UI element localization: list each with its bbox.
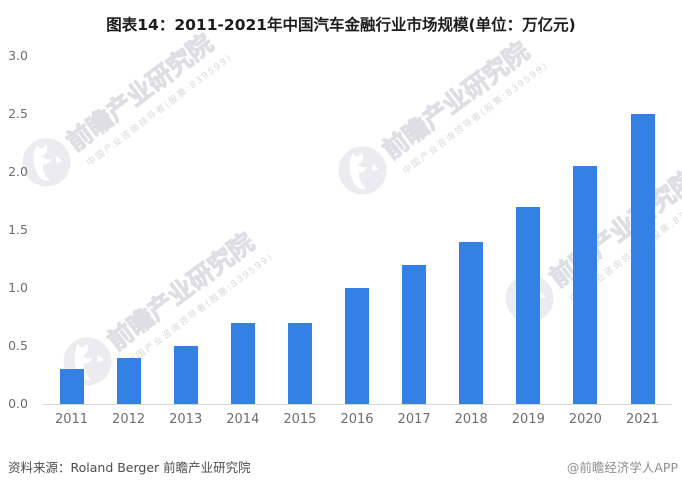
bar-2016: [345, 288, 369, 404]
x-axis-tick-2016: 2016: [340, 412, 374, 427]
x-axis-tick-2011: 2011: [54, 412, 89, 427]
x-axis-tick-2014: 2014: [226, 412, 260, 427]
bar-2011: [59, 369, 84, 404]
bar-2020: [573, 166, 598, 404]
y-axis-tick-1.0: 1.0: [8, 280, 28, 295]
bar-2012: [116, 357, 141, 404]
x-axis-tick-2017: 2017: [397, 412, 431, 427]
x-axis-tick-2013: 2013: [169, 412, 203, 427]
bar-2014: [230, 322, 255, 404]
bar-2015: [287, 322, 312, 404]
x-axis-tick-2018: 2018: [454, 412, 488, 427]
y-axis-tick-2.5: 2.5: [8, 106, 28, 121]
credit-text: @前瞻经济学人APP: [566, 460, 678, 475]
bar-2017: [402, 264, 427, 404]
bar-2021: [630, 114, 655, 404]
chart-title: 图表14：2011-2021年中国汽车金融行业市场规模(单位：万亿元): [106, 16, 576, 34]
x-axis-tick-2012: 2012: [112, 412, 146, 427]
bar-2013: [173, 346, 198, 404]
y-axis-tick-0.0: 0.0: [8, 396, 28, 411]
y-axis-tick-1.5: 1.5: [8, 222, 28, 237]
bar-2018: [459, 241, 484, 404]
y-axis-tick-2.0: 2.0: [8, 164, 28, 179]
y-axis-tick-0.5: 0.5: [8, 338, 28, 353]
y-axis-tick-3.0: 3.0: [8, 48, 28, 63]
x-axis-tick-2019: 2019: [511, 412, 545, 427]
bar-2019: [516, 206, 541, 404]
source-text: 资料来源：Roland Berger 前瞻产业研究院: [8, 460, 251, 475]
x-axis-tick-2020: 2020: [568, 412, 602, 427]
x-axis-tick-2015: 2015: [283, 412, 317, 427]
x-axis-tick-2021: 2021: [625, 412, 660, 427]
x-axis-line: [43, 404, 672, 405]
